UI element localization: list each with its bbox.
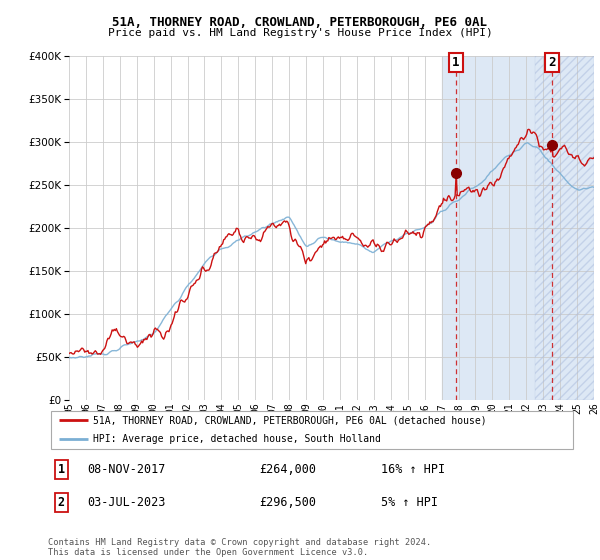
Text: 1: 1	[58, 463, 65, 475]
Text: Contains HM Land Registry data © Crown copyright and database right 2024.
This d: Contains HM Land Registry data © Crown c…	[48, 538, 431, 557]
FancyBboxPatch shape	[50, 411, 574, 449]
Text: £264,000: £264,000	[259, 463, 316, 475]
Text: £296,500: £296,500	[259, 496, 316, 509]
Text: HPI: Average price, detached house, South Holland: HPI: Average price, detached house, Sout…	[93, 435, 381, 445]
Text: 2: 2	[548, 56, 556, 69]
Text: Price paid vs. HM Land Registry's House Price Index (HPI): Price paid vs. HM Land Registry's House …	[107, 28, 493, 38]
Text: 08-NOV-2017: 08-NOV-2017	[88, 463, 166, 475]
Text: 1: 1	[452, 56, 460, 69]
Text: 51A, THORNEY ROAD, CROWLAND, PETERBOROUGH, PE6 0AL: 51A, THORNEY ROAD, CROWLAND, PETERBOROUG…	[113, 16, 487, 29]
Text: 16% ↑ HPI: 16% ↑ HPI	[380, 463, 445, 475]
Text: 2: 2	[58, 496, 65, 509]
Text: 51A, THORNEY ROAD, CROWLAND, PETERBOROUGH, PE6 0AL (detached house): 51A, THORNEY ROAD, CROWLAND, PETERBOROUG…	[93, 415, 487, 425]
Text: 03-JUL-2023: 03-JUL-2023	[88, 496, 166, 509]
Bar	[442, 56, 594, 400]
Bar	[535, 56, 594, 400]
Bar	[535, 56, 594, 400]
Text: 5% ↑ HPI: 5% ↑ HPI	[380, 496, 437, 509]
